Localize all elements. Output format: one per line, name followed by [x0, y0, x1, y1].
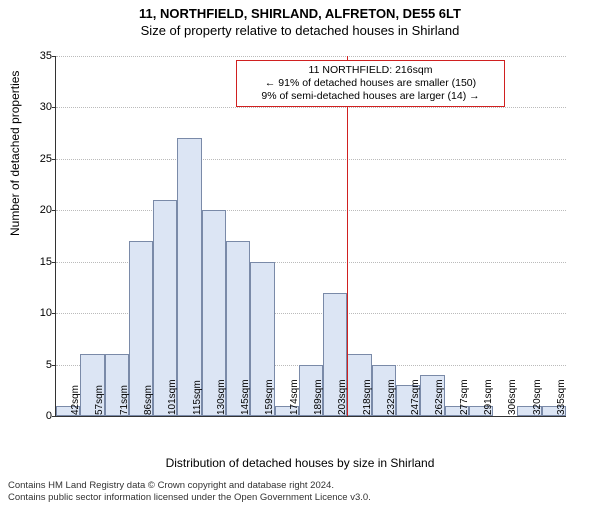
y-tick-label: 5 — [28, 359, 52, 371]
y-tick-mark — [52, 56, 56, 57]
x-tick-label: 291sqm — [483, 379, 494, 415]
annotation-line: 9% of semi-detached houses are larger (1… — [243, 90, 498, 103]
annotation-box: 11 NORTHFIELD: 216sqm← 91% of detached h… — [236, 60, 505, 107]
histogram-bar — [177, 138, 201, 416]
reference-line — [347, 56, 348, 416]
annotation-line: ← 91% of detached houses are smaller (15… — [243, 77, 498, 90]
footer-line-2: Contains public sector information licen… — [8, 492, 371, 504]
x-tick-label: 335sqm — [556, 379, 567, 415]
plot-area: 0510152025303542sqm57sqm71sqm86sqm101sqm… — [55, 56, 566, 417]
footer-line-1: Contains HM Land Registry data © Crown c… — [8, 480, 371, 492]
y-tick-mark — [52, 262, 56, 263]
y-tick-label: 25 — [28, 153, 52, 165]
grid-line — [56, 159, 566, 160]
page-subtitle: Size of property relative to detached ho… — [0, 23, 600, 38]
footer-attribution: Contains HM Land Registry data © Crown c… — [8, 480, 371, 504]
y-tick-mark — [52, 365, 56, 366]
y-tick-mark — [52, 416, 56, 417]
histogram-chart: 0510152025303542sqm57sqm71sqm86sqm101sqm… — [55, 56, 565, 416]
y-tick-label: 35 — [28, 50, 52, 62]
y-tick-label: 0 — [28, 410, 52, 422]
page-title: 11, NORTHFIELD, SHIRLAND, ALFRETON, DE55… — [0, 6, 600, 21]
y-tick-label: 20 — [28, 204, 52, 216]
annotation-line: 11 NORTHFIELD: 216sqm — [243, 64, 498, 77]
y-tick-mark — [52, 313, 56, 314]
y-tick-label: 10 — [28, 307, 52, 319]
y-axis-label: Number of detached properties — [8, 71, 22, 236]
x-axis-label: Distribution of detached houses by size … — [0, 456, 600, 470]
y-tick-mark — [52, 210, 56, 211]
grid-line — [56, 107, 566, 108]
y-tick-label: 15 — [28, 256, 52, 268]
grid-line — [56, 210, 566, 211]
grid-line — [56, 56, 566, 57]
y-tick-mark — [52, 107, 56, 108]
y-tick-label: 30 — [28, 101, 52, 113]
y-tick-mark — [52, 159, 56, 160]
